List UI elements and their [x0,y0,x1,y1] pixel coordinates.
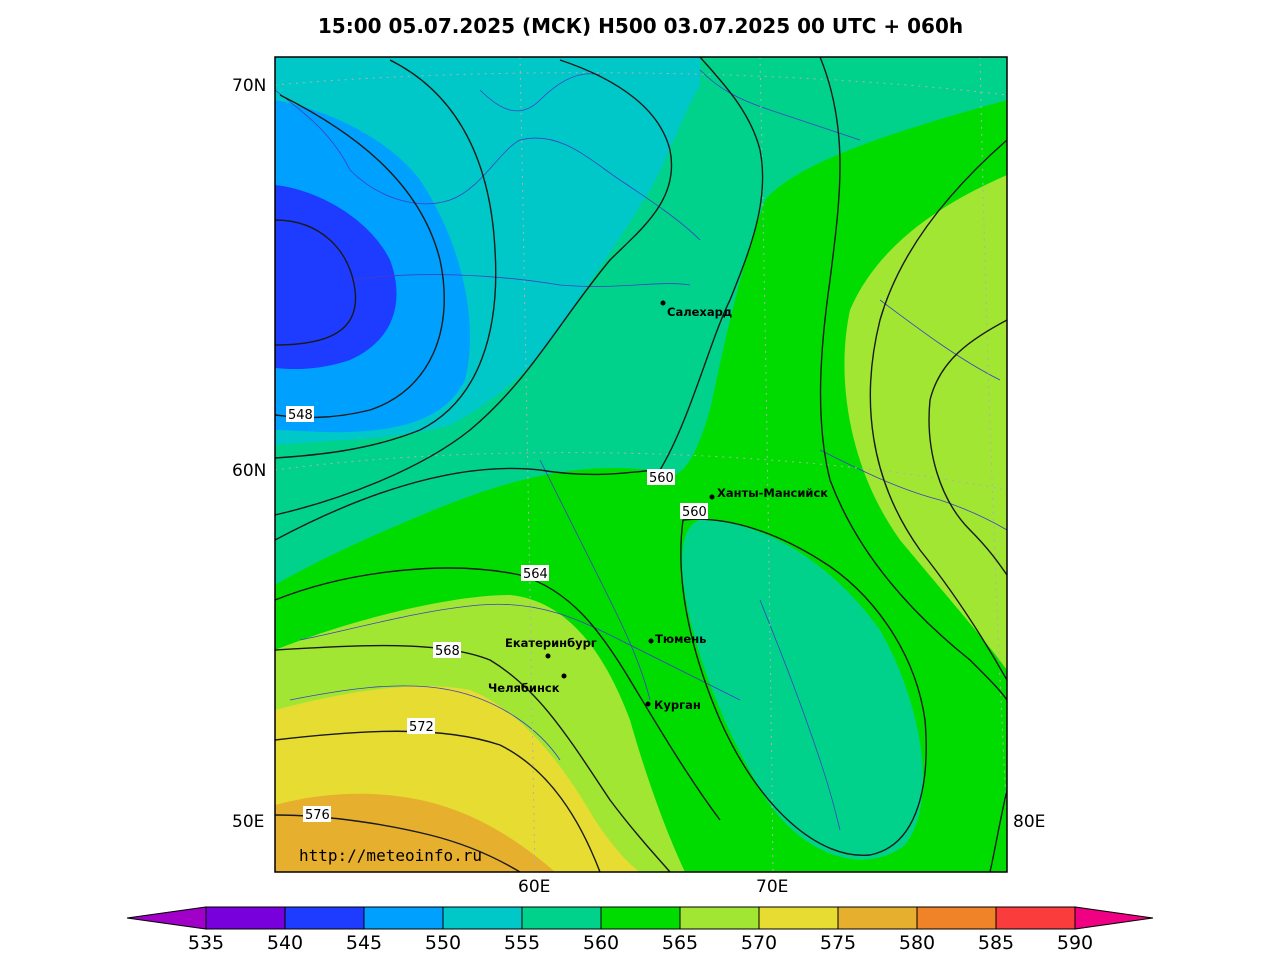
colorbar-arrow-low [126,906,207,930]
colorbar-swatch [995,906,1076,930]
borders [275,69,1007,831]
svg-text:560: 560 [649,471,674,486]
colorbar-label: 580 [899,932,935,954]
colorbar-label: 555 [504,932,540,954]
contour-label-548: 548 [286,406,314,423]
band-540 [275,185,397,370]
map-area [275,57,1007,872]
lat-label-60n: 60N [232,461,266,481]
svg-text:548: 548 [288,408,313,423]
colorbar-swatch [916,906,997,930]
city-yekaterinburg: Екатеринбург [505,636,597,659]
colorbar-swatch [837,906,918,930]
contour-label-564: 564 [521,565,549,582]
city-salekhard: Салехард [660,300,732,319]
grid-lines [275,57,1007,872]
svg-text:560: 560 [682,505,707,520]
colorbar-label: 560 [583,932,619,954]
contour-label-560-a: 560 [647,469,675,486]
colorbar-swatch [758,906,839,930]
colorbar-swatch [521,906,602,930]
colorbar-arrow-high [1074,906,1154,930]
lat-label-70n: 70N [232,76,266,96]
colorbar-swatch [679,906,760,930]
city-khanty-mansiysk: Ханты-Мансийск [709,486,828,500]
band-570-east [844,175,1007,670]
colorbar-label: 550 [425,932,461,954]
city-tyumen: Тюмень [648,632,706,646]
map-frame [274,56,1008,873]
colorbar-swatch [284,906,365,930]
colorbar-label: 535 [188,932,224,954]
contour-label-560-b: 560 [680,503,708,520]
svg-text:572: 572 [409,720,434,735]
colorbar-label: 540 [267,932,303,954]
lat-label-50e: 50E [232,812,264,832]
lon-label-60e: 60E [518,877,550,897]
band-555-southeast [682,520,924,860]
lon-label-70e: 70E [756,877,788,897]
city-label: Курган [654,698,701,712]
city-label: Салехард [667,305,732,319]
contour-label-568: 568 [433,642,461,659]
colorbar-swatch [205,906,286,930]
lon-label-80e: 80E [1013,812,1045,832]
colorbar: 535 540 545 550 555 560 565 570 575 580 585 590 [126,906,1154,954]
svg-text:576: 576 [305,808,330,823]
band-580 [275,793,555,872]
city-kurgan: Курган [645,698,701,712]
contour-label-572: 572 [407,718,435,735]
map-title: 15:00 05.07.2025 (МСК) H500 03.07.2025 0… [317,14,964,38]
credit-url: http://meteoinfo.ru [299,846,482,865]
colorbar-label: 575 [820,932,856,954]
colorbar-label: 590 [1057,932,1093,954]
city-label: Екатеринбург [505,636,597,650]
colorbar-swatch [600,906,681,930]
city-label: Тюмень [655,632,706,646]
svg-text:564: 564 [523,567,548,582]
colorbar-swatch [442,906,523,930]
city-label: Челябинск [488,681,560,695]
city-chelyabinsk: Челябинск [488,673,567,695]
colorbar-label: 545 [346,932,382,954]
city-label: Ханты-Мансийск [717,486,828,500]
colorbar-label: 570 [741,932,777,954]
colorbar-label: 565 [662,932,698,954]
colorbar-label: 585 [978,932,1014,954]
svg-text:568: 568 [435,644,460,659]
contour-label-576: 576 [303,806,331,823]
colorbar-swatch [363,906,444,930]
